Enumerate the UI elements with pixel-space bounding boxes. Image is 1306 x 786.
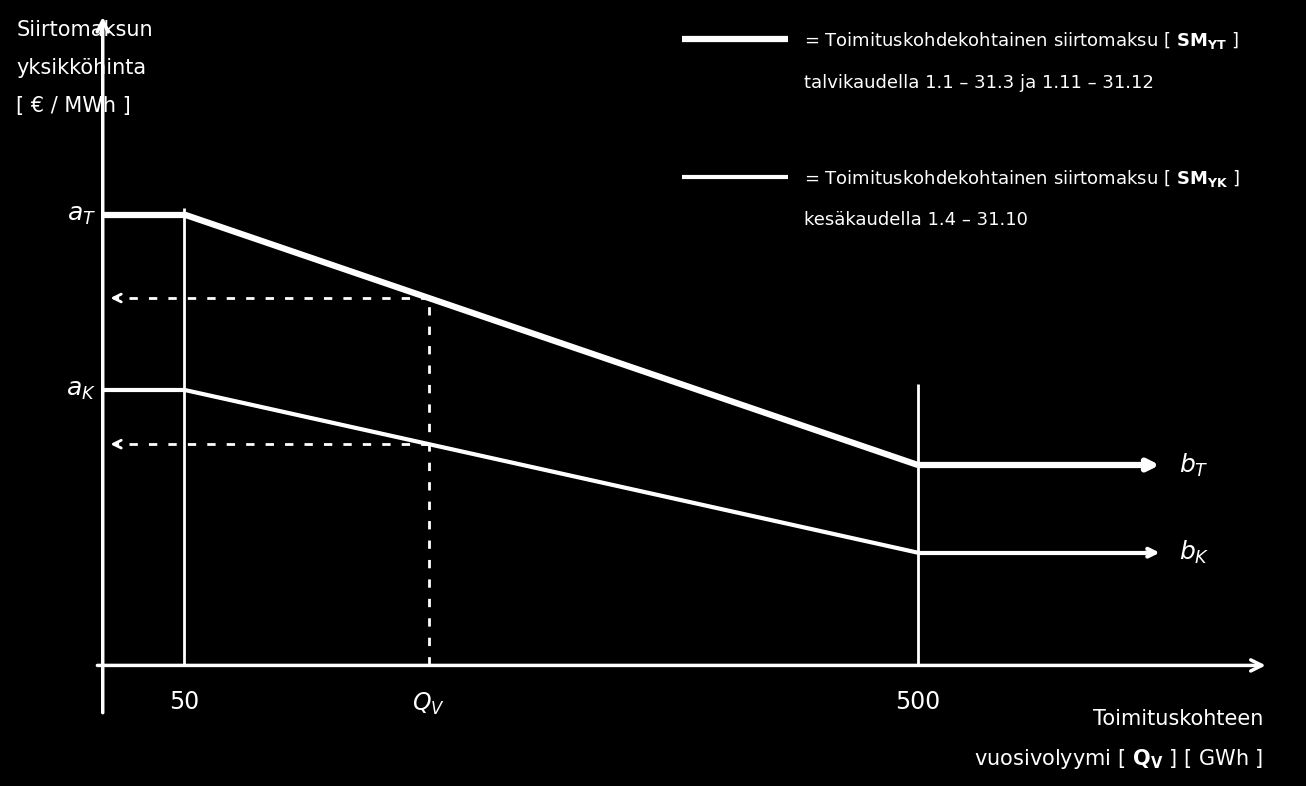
Text: yksikköhinta: yksikköhinta	[16, 58, 146, 78]
Text: talvikaudella 1.1 – 31.3 ja 1.11 – 31.12: talvikaudella 1.1 – 31.3 ja 1.11 – 31.12	[803, 74, 1153, 92]
Text: = Toimituskohdekohtainen siirtomaksu [ $\mathbf{SM_{YK}}$ ]: = Toimituskohdekohtainen siirtomaksu [ $…	[803, 167, 1239, 189]
Text: $b_K$: $b_K$	[1179, 539, 1209, 566]
Text: $a_K$: $a_K$	[67, 378, 97, 402]
Text: = Toimituskohdekohtainen siirtomaksu [ $\mathbf{SM_{YT}}$ ]: = Toimituskohdekohtainen siirtomaksu [ $…	[803, 30, 1238, 51]
Text: $b_T$: $b_T$	[1179, 451, 1208, 479]
Text: 500: 500	[896, 690, 940, 714]
Text: $a_T$: $a_T$	[67, 203, 97, 226]
Text: Toimituskohteen: Toimituskohteen	[1093, 709, 1264, 729]
Text: $Q_V$: $Q_V$	[413, 690, 445, 717]
Text: 50: 50	[170, 690, 200, 714]
Text: Siirtomaksun: Siirtomaksun	[16, 20, 153, 40]
Text: [ € / MWh ]: [ € / MWh ]	[16, 96, 131, 116]
Text: vuosivolyymi [ $\mathbf{Q}_\mathbf{V}$ ] [ GWh ]: vuosivolyymi [ $\mathbf{Q}_\mathbf{V}$ ]…	[974, 747, 1264, 771]
Text: kesäkaudella 1.4 – 31.10: kesäkaudella 1.4 – 31.10	[803, 211, 1028, 230]
